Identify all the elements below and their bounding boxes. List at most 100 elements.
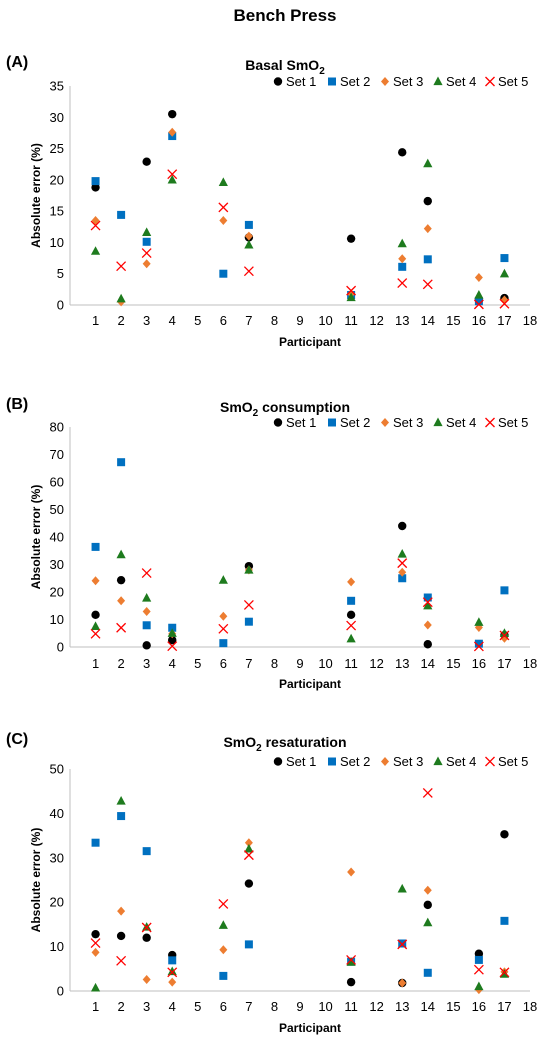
chart-title-main: SmO (223, 734, 256, 750)
data-point (116, 931, 126, 941)
x-tick-label: 10 (318, 999, 332, 1014)
y-tick-label: 10 (50, 235, 64, 250)
data-point (168, 109, 177, 119)
x-tick-label: 9 (296, 656, 303, 671)
legend-label: Set 1 (286, 415, 316, 430)
data-point (474, 981, 484, 991)
data-point (219, 269, 228, 278)
legend-label: Set 3 (393, 74, 423, 89)
data-point (141, 568, 152, 578)
y-tick-label: 50 (50, 762, 64, 777)
data-point (397, 883, 407, 893)
x-tick-label: 17 (497, 999, 511, 1014)
chart-title-subscript: 2 (253, 408, 259, 419)
x-tick-label: 8 (271, 999, 278, 1014)
x-tick-label: 12 (369, 999, 383, 1014)
x-tick-label: 6 (220, 656, 227, 671)
figure-title: Bench Press (234, 6, 337, 25)
chart-title-subscript: 2 (256, 743, 262, 754)
data-point (244, 879, 254, 888)
data-point (244, 838, 253, 848)
legend-marker (273, 418, 283, 427)
legend-marker (485, 76, 495, 87)
data-point (474, 289, 484, 299)
x-tick-label: 3 (143, 999, 150, 1014)
data-point (346, 285, 357, 296)
data-point (423, 255, 432, 264)
data-point (423, 640, 432, 649)
data-point (347, 577, 356, 587)
data-point (90, 938, 101, 949)
x-tick-label: 14 (421, 656, 435, 671)
data-point (91, 610, 100, 620)
data-point (423, 224, 432, 234)
data-point (168, 635, 177, 645)
data-point (397, 278, 408, 289)
y-tick-label: 0 (57, 298, 64, 313)
data-point (423, 196, 432, 206)
legend-label: Set 1 (286, 74, 316, 89)
data-point (499, 969, 510, 978)
data-point (244, 843, 254, 853)
data-point (142, 607, 151, 617)
data-point (91, 177, 100, 186)
data-point (244, 231, 253, 241)
data-point (219, 971, 228, 980)
data-point (499, 630, 510, 641)
data-point (473, 964, 484, 975)
data-point (499, 967, 510, 978)
x-tick-label: 6 (220, 999, 227, 1014)
panel-label: (C) (6, 731, 28, 748)
data-point (117, 596, 126, 606)
data-point (167, 628, 177, 637)
data-point (500, 254, 509, 263)
x-tick-label: 11 (344, 999, 358, 1014)
data-point (346, 957, 356, 966)
data-point (90, 982, 101, 992)
data-point (422, 597, 433, 608)
chart-title-rest: consumption (258, 399, 350, 415)
y-tick-label: 40 (50, 530, 64, 545)
x-tick-label: 17 (497, 313, 511, 328)
legend-marker (433, 756, 443, 766)
legend-marker (381, 77, 389, 86)
data-point (142, 974, 151, 984)
x-tick-label: 2 (117, 999, 124, 1014)
x-tick-label: 3 (143, 313, 150, 328)
data-point (141, 922, 152, 933)
data-point (423, 593, 432, 602)
x-tick-label: 9 (296, 999, 303, 1014)
y-tick-label: 0 (57, 984, 64, 999)
legend-marker (273, 757, 283, 766)
x-tick-label: 11 (344, 313, 358, 328)
data-point (167, 967, 178, 978)
x-tick-label: 14 (421, 999, 435, 1014)
data-point (423, 968, 432, 977)
x-tick-label: 10 (318, 313, 332, 328)
data-point (90, 628, 101, 639)
legend-marker (273, 77, 283, 86)
legend-marker (433, 417, 443, 427)
data-point (218, 920, 228, 929)
legend-label: Set 2 (340, 415, 370, 430)
x-tick-label: 16 (472, 656, 486, 671)
chart-title: SmO2 resaturation (223, 734, 346, 754)
data-point (218, 202, 229, 213)
data-point (474, 949, 484, 958)
legend-label: Set 5 (498, 415, 528, 430)
data-point (398, 574, 407, 583)
y-axis-label: Absolute error (%) (29, 485, 43, 590)
x-tick-label: 15 (446, 999, 460, 1014)
x-tick-label: 13 (395, 999, 409, 1014)
data-point (398, 521, 407, 531)
data-point (500, 586, 509, 595)
x-axis-label: Participant (279, 335, 341, 349)
x-tick-label: 1 (92, 313, 99, 328)
data-point (219, 639, 228, 648)
data-point (117, 458, 126, 467)
x-tick-label: 12 (369, 313, 383, 328)
legend-label: Set 4 (446, 415, 476, 430)
